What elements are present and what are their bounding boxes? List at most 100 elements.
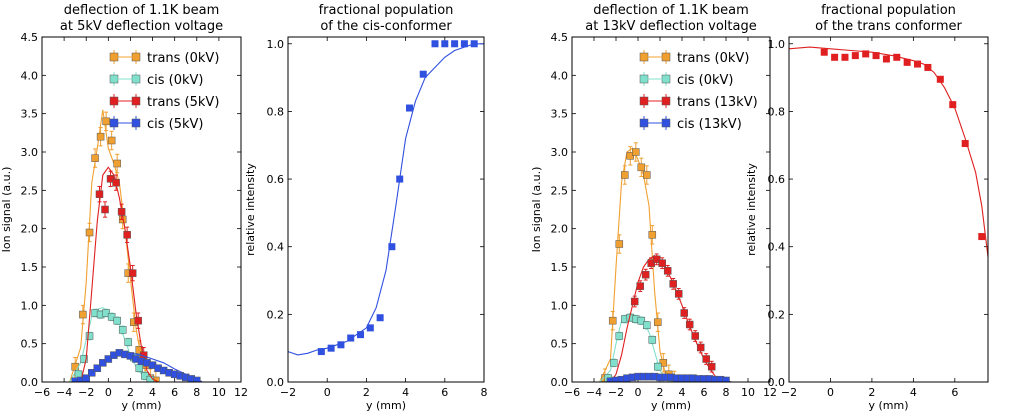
- data-point-series-1: [637, 163, 646, 172]
- y-tick-label: 4.5: [21, 31, 39, 44]
- y-axis-label: Ion signal (a.u.): [530, 167, 543, 253]
- data-point-series-4: [722, 376, 730, 382]
- axes-frame: [41, 36, 242, 383]
- data-point-series-1: [936, 75, 944, 83]
- data-point-series-1: [914, 60, 922, 68]
- x-axis-label: y (mm): [366, 399, 406, 412]
- data-point-series-1: [872, 52, 880, 60]
- y-tick-label: 1.0: [267, 38, 285, 51]
- data-point-series-1: [903, 58, 911, 66]
- data-point-series-1: [882, 55, 890, 63]
- axes-frame: [287, 36, 485, 383]
- data-point-series-1: [841, 53, 849, 61]
- x-tick-label: −6: [564, 386, 580, 399]
- data-point-series-1: [337, 341, 345, 349]
- y-tick-label: 3.0: [551, 146, 569, 159]
- y-tick-label: 0.0: [551, 376, 569, 389]
- x-tick-label: 12: [234, 386, 248, 399]
- data-point-series-1: [376, 314, 384, 322]
- chart-title: fractional population: [319, 3, 454, 18]
- data-point-series-1: [102, 117, 110, 126]
- data-point-series-1: [608, 316, 617, 325]
- data-point-series-1: [648, 231, 657, 239]
- data-point-series-2: [615, 332, 624, 340]
- data-point-series-2: [654, 362, 662, 371]
- data-point-series-3: [641, 270, 650, 279]
- data-point-series-1: [366, 324, 374, 332]
- data-point-series-3: [630, 297, 639, 306]
- legend: trans (0kV) cis (0kV) trans (13kV) cis (13k…: [639, 50, 758, 132]
- x-tick-label: 8: [723, 386, 730, 399]
- legend-entry-label: cis (5kV): [147, 117, 204, 132]
- x-tick-label: −2: [78, 386, 94, 399]
- data-point-series-1: [961, 140, 969, 148]
- y-tick-label: 2.5: [21, 184, 39, 197]
- data-point-series-3: [123, 231, 131, 239]
- data-point-series-1: [406, 104, 414, 112]
- data-point-series-1: [862, 50, 870, 58]
- data-point-series-3: [696, 343, 705, 352]
- x-tick-label: 10: [212, 386, 226, 399]
- x-tick-label: 2: [363, 386, 370, 399]
- data-point-series-1: [893, 53, 901, 61]
- legend-entry-label: cis (0kV): [677, 73, 734, 88]
- data-point-series-4: [193, 376, 201, 382]
- data-point-series-3: [647, 259, 655, 267]
- y-tick-label: 2.5: [551, 184, 569, 197]
- data-point-series-2: [610, 359, 618, 367]
- y-tick-label: 0.0: [768, 376, 786, 389]
- y-axis-label: Ion signal (a.u.): [0, 167, 13, 253]
- y-tick-label: 2.0: [551, 223, 569, 236]
- data-point-series-3: [134, 316, 142, 325]
- data-point-series-1: [949, 101, 957, 109]
- data-point-series-1: [451, 40, 459, 48]
- y-axis-label: relative intensity: [745, 163, 758, 256]
- y-tick-label: 0.4: [267, 241, 285, 254]
- x-tick-label: −4: [56, 386, 72, 399]
- y-tick-label: 1.0: [768, 38, 786, 51]
- data-point-series-2: [637, 316, 646, 325]
- data-point-series-1: [419, 70, 427, 78]
- data-point-series-3: [128, 269, 137, 277]
- x-tick-label: 2: [127, 386, 134, 399]
- data-point-series-1: [107, 136, 116, 145]
- y-tick-label: 0.5: [551, 338, 569, 351]
- data-point-series-2: [80, 355, 88, 363]
- x-tick-label: 12: [763, 386, 777, 399]
- x-tick-label: 0: [324, 386, 331, 399]
- chart-title: fractional population: [821, 3, 956, 18]
- x-tick-label: 4: [402, 386, 409, 399]
- y-tick-label: 0.0: [267, 376, 285, 389]
- chart-title: deflection of 1.1K beam: [593, 3, 749, 18]
- y-tick-label: 4.0: [551, 69, 569, 82]
- data-point-series-2: [118, 326, 127, 334]
- x-tick-label: 6: [441, 386, 448, 399]
- x-tick-label: 2: [868, 386, 875, 399]
- fit-line-series-1: [288, 43, 484, 356]
- x-tick-label: 4: [149, 386, 156, 399]
- data-point-series-1: [388, 243, 396, 251]
- x-tick-label: 2: [657, 386, 664, 399]
- data-point-series-1: [978, 233, 986, 241]
- fit-line-series-3: [610, 254, 721, 382]
- y-tick-label: 4.5: [551, 31, 569, 44]
- data-point-series-2: [102, 309, 110, 317]
- y-tick-label: 3.5: [21, 108, 39, 121]
- data-point-series-2: [643, 321, 651, 330]
- plot-area: [69, 109, 203, 382]
- x-axis-label: y (mm): [868, 399, 908, 412]
- fit-line-series-1: [789, 46, 988, 257]
- data-point-series-3: [691, 332, 699, 340]
- chart-subtitle: at 5kV deflection voltage: [60, 19, 223, 34]
- data-point-series-1: [654, 318, 662, 326]
- x-tick-label: 6: [951, 386, 958, 399]
- plot-area: [288, 40, 484, 356]
- legend-entry-label: trans (0kV): [677, 51, 749, 66]
- data-point-series-3: [636, 282, 644, 290]
- y-tick-label: 4.0: [21, 69, 39, 82]
- data-point-series-3: [685, 320, 694, 329]
- chart-subtitle: of the trans conformer: [815, 19, 962, 34]
